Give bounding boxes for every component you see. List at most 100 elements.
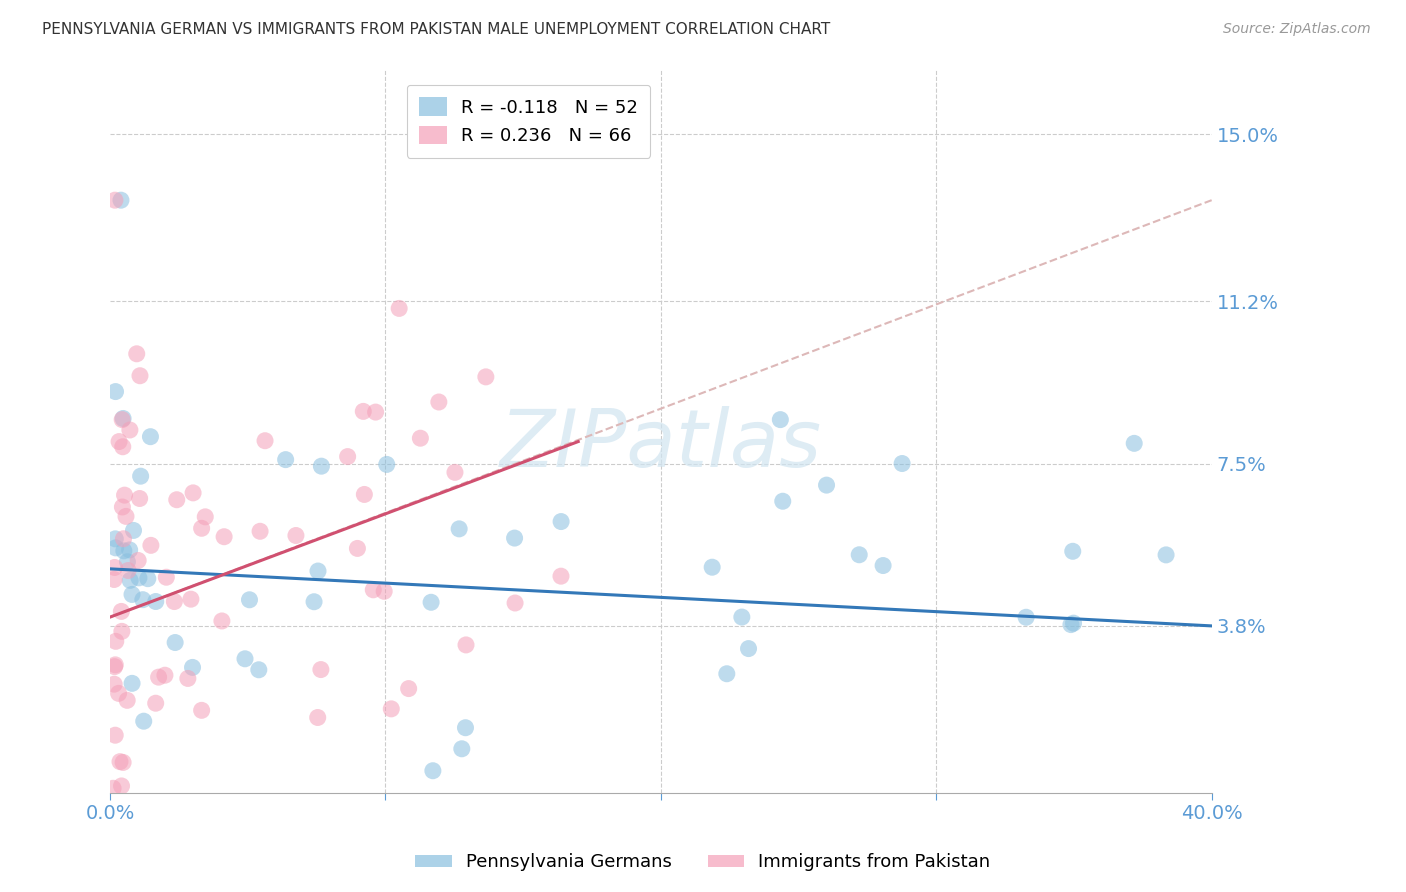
Point: [769, 412, 792, 426]
Point: [1015, 610, 1038, 624]
Point: [181, 660, 204, 674]
Point: [166, 492, 188, 507]
Point: [254, 434, 277, 448]
Point: [422, 764, 444, 778]
Point: [233, 652, 256, 666]
Point: [194, 509, 217, 524]
Point: [139, 538, 162, 552]
Point: [364, 405, 387, 419]
Point: [550, 569, 572, 583]
Point: [361, 582, 384, 597]
Point: [1123, 436, 1146, 450]
Point: [132, 714, 155, 729]
Point: [309, 663, 332, 677]
Point: [1060, 617, 1083, 632]
Point: [111, 500, 134, 514]
Point: [1154, 548, 1177, 562]
Point: [353, 487, 375, 501]
Point: [118, 542, 141, 557]
Point: [101, 781, 124, 796]
Point: [104, 659, 127, 673]
Point: [872, 558, 894, 573]
Point: [274, 452, 297, 467]
Point: [284, 528, 307, 542]
Point: [180, 592, 202, 607]
Point: [104, 657, 127, 672]
Point: [110, 604, 132, 618]
Point: [307, 710, 329, 724]
Point: [177, 672, 200, 686]
Point: [127, 553, 149, 567]
Point: [148, 670, 170, 684]
Point: [848, 548, 870, 562]
Point: [181, 486, 204, 500]
Point: [107, 686, 129, 700]
Point: [145, 594, 167, 608]
Point: [112, 411, 135, 425]
Point: [427, 395, 450, 409]
Text: PENNSYLVANIA GERMAN VS IMMIGRANTS FROM PAKISTAN MALE UNEMPLOYMENT CORRELATION CH: PENNSYLVANIA GERMAN VS IMMIGRANTS FROM P…: [42, 22, 831, 37]
Point: [155, 570, 177, 584]
Point: [112, 544, 135, 558]
Point: [163, 594, 186, 608]
Point: [454, 638, 477, 652]
Point: [104, 532, 127, 546]
Point: [108, 755, 131, 769]
Point: [111, 412, 134, 426]
Point: [238, 592, 260, 607]
Point: [118, 423, 141, 437]
Point: [117, 564, 139, 578]
Point: [104, 728, 127, 742]
Point: [1062, 544, 1084, 558]
Point: [190, 521, 212, 535]
Point: [380, 702, 402, 716]
Point: [129, 368, 152, 383]
Point: [891, 457, 914, 471]
Point: [165, 635, 187, 649]
Point: [104, 541, 127, 555]
Point: [108, 434, 131, 449]
Point: [121, 587, 143, 601]
Point: [503, 531, 526, 545]
Point: [346, 541, 368, 556]
Point: [444, 466, 467, 480]
Point: [129, 469, 152, 483]
Point: [122, 524, 145, 538]
Point: [125, 347, 148, 361]
Point: [311, 459, 333, 474]
Point: [247, 663, 270, 677]
Text: Source: ZipAtlas.com: Source: ZipAtlas.com: [1223, 22, 1371, 37]
Point: [772, 494, 794, 508]
Text: ZIPatlas: ZIPatlas: [499, 406, 823, 484]
Point: [115, 693, 138, 707]
Point: [398, 681, 420, 696]
Point: [475, 369, 498, 384]
Point: [136, 572, 159, 586]
Point: [503, 596, 526, 610]
Point: [111, 440, 134, 454]
Point: [716, 666, 738, 681]
Point: [139, 430, 162, 444]
Point: [550, 515, 572, 529]
Point: [110, 779, 132, 793]
Point: [731, 610, 754, 624]
Point: [352, 404, 374, 418]
Point: [307, 564, 329, 578]
Point: [1063, 616, 1085, 631]
Point: [409, 431, 432, 445]
Point: [111, 624, 134, 639]
Legend: R = -0.118   N = 52, R = 0.236   N = 66: R = -0.118 N = 52, R = 0.236 N = 66: [406, 85, 651, 158]
Point: [336, 450, 359, 464]
Point: [128, 571, 150, 585]
Point: [112, 756, 135, 770]
Point: [373, 584, 395, 599]
Point: [104, 634, 127, 648]
Point: [104, 560, 127, 574]
Point: [815, 478, 838, 492]
Point: [153, 668, 176, 682]
Point: [249, 524, 271, 539]
Point: [449, 522, 471, 536]
Point: [212, 530, 235, 544]
Point: [132, 592, 155, 607]
Point: [117, 555, 139, 569]
